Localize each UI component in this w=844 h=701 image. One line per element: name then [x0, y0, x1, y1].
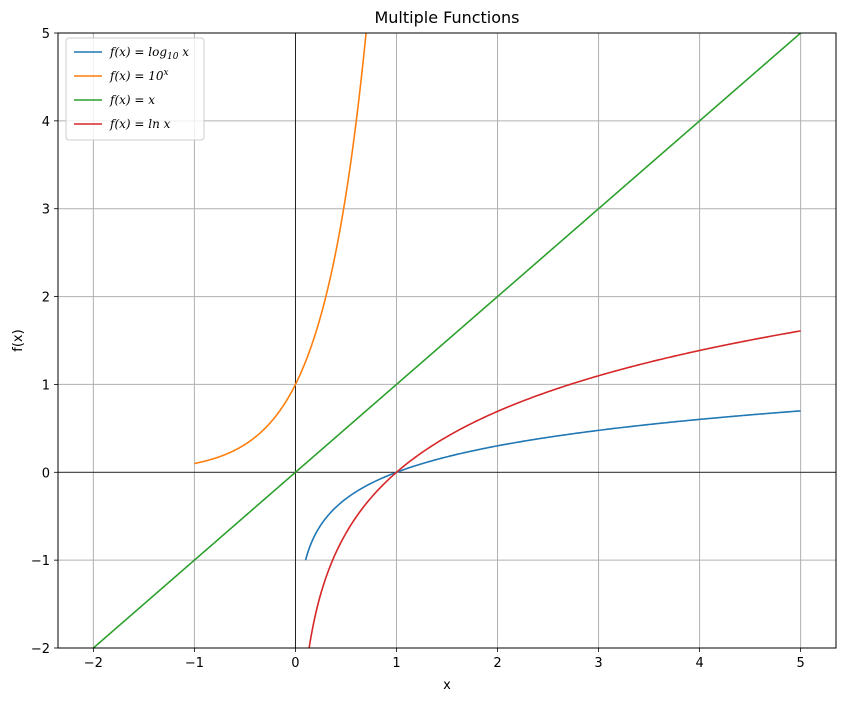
x-tick-label: 2 [493, 656, 501, 671]
x-tick-label: −1 [185, 656, 204, 671]
y-tick-label: −2 [31, 642, 50, 657]
plot-frame [57, 32, 837, 649]
y-tick-label: 3 [42, 203, 50, 218]
legend-label-superscript: x [164, 68, 169, 78]
series-line-1 [194, 33, 367, 465]
legend-label-subscript: 10 [167, 52, 179, 62]
legend-label: f(x) = x [109, 93, 155, 107]
y-tick-label: 2 [42, 291, 50, 306]
y-axis-label: f(x) [11, 329, 26, 351]
x-tick-label: 0 [291, 656, 299, 671]
x-tick-label: 5 [796, 656, 804, 671]
y-tick-label: 1 [42, 378, 50, 393]
legend-label-main: f(x) = ln x [109, 117, 171, 131]
series-line-3 [308, 330, 801, 648]
legend-label-main: f(x) = 10 [109, 69, 164, 83]
series-line-0 [304, 410, 801, 561]
x-tick-label: 1 [392, 656, 400, 671]
y-tick-label: 5 [42, 27, 50, 42]
plot-area [92, 33, 802, 648]
x-axis-label: x [443, 678, 451, 693]
y-tick-label: −1 [31, 554, 50, 569]
y-tick-label: 0 [42, 466, 50, 481]
x-tick-label: 3 [594, 656, 602, 671]
ticks: −2 −1 0 1 2 3 4 5 −2 −1 0 1 2 3 4 5 [31, 27, 805, 671]
legend-label: f(x) = ln x [109, 117, 171, 131]
legend-box [65, 37, 205, 141]
legend-label-main: f(x) = x [109, 93, 155, 107]
legend-label-tail: x [178, 45, 189, 59]
zero-lines [58, 33, 836, 648]
x-tick-label: 4 [695, 656, 703, 671]
x-tick-label: −2 [84, 656, 103, 671]
legend-label: f(x) = 10x [109, 68, 169, 83]
chart-title: Multiple Functions [374, 8, 519, 27]
y-tick-label: 4 [42, 115, 50, 130]
series-line-2 [92, 33, 802, 648]
legend-label: f(x) = log10 x [109, 45, 189, 62]
legend-label-main: f(x) = log [109, 45, 167, 59]
